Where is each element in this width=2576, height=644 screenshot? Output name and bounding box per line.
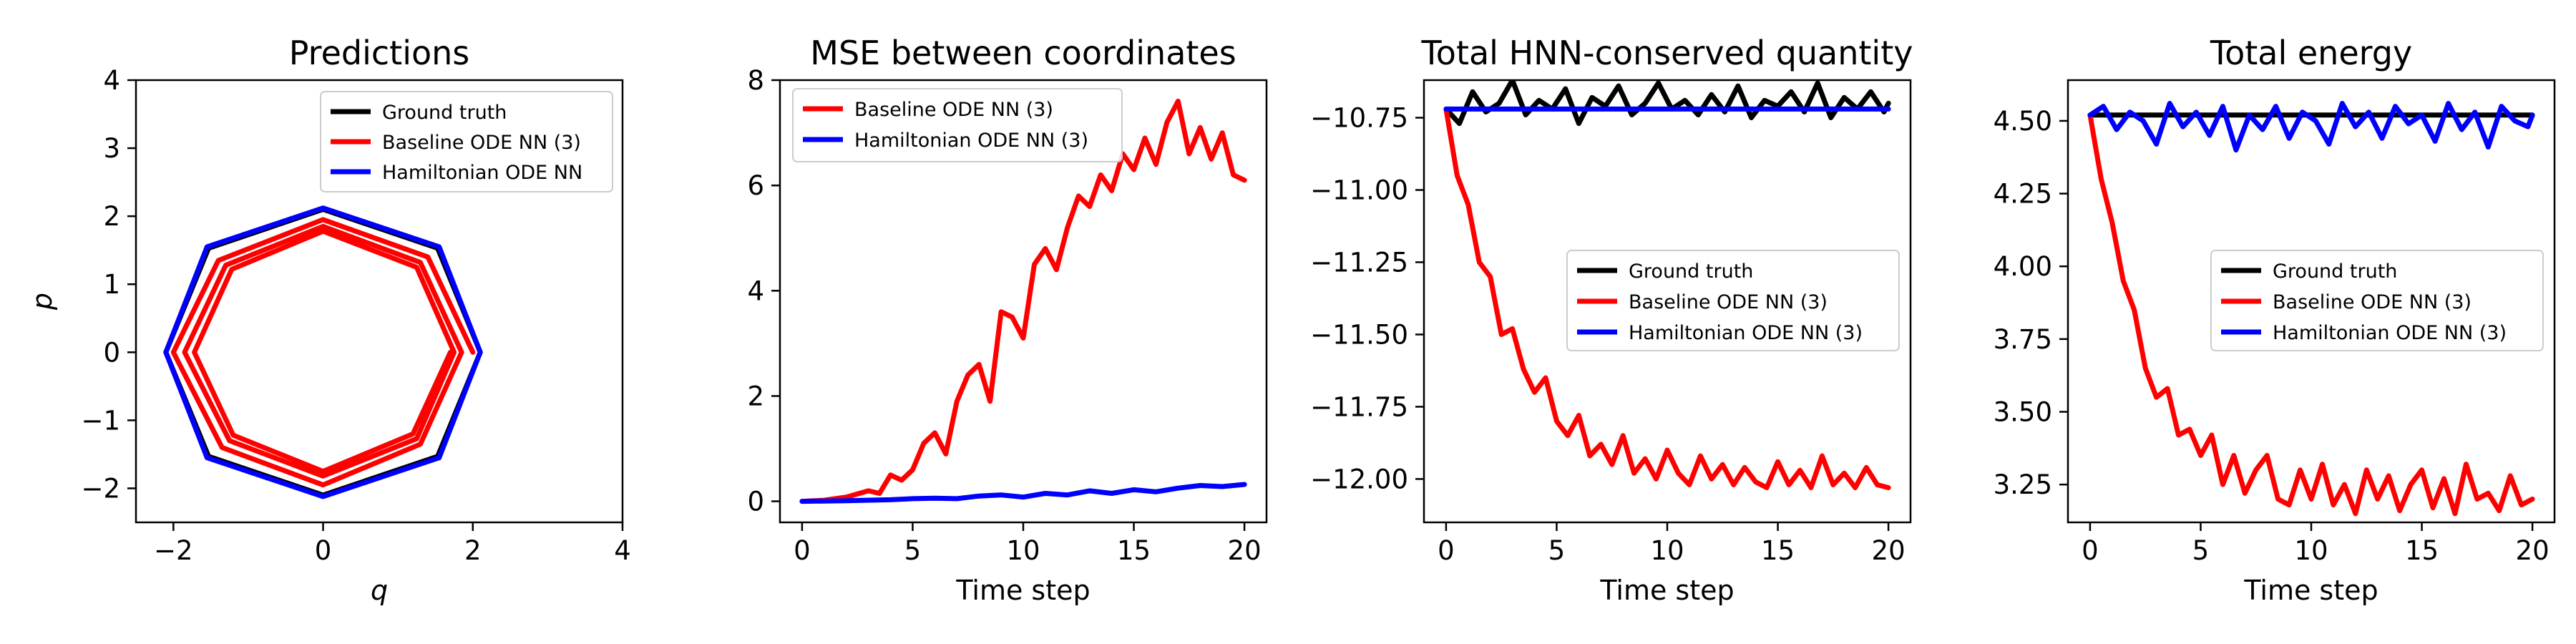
y-tick-label: 4 (103, 65, 120, 96)
chart-title: Predictions (289, 34, 469, 72)
y-tick-label: −11.00 (1310, 175, 1408, 205)
y-tick-label: −11.75 (1310, 391, 1408, 422)
legend-label: Baseline ODE NN (3) (2273, 291, 2472, 313)
y-tick-label: −11.50 (1310, 319, 1408, 350)
x-tick-label: 20 (1228, 535, 1262, 566)
chart-panel-1: −2 0 2 4 −2 −1 0 1 2 3 4 Predictions q p Ground truth B… (26, 34, 631, 606)
x-tick-label: 10 (1006, 535, 1040, 566)
legend-label: Baseline ODE NN (3) (854, 99, 1053, 121)
legend-box (2210, 250, 2544, 351)
legend-label: Ground truth (1629, 260, 1753, 283)
y-tick-label: 3.75 (1994, 324, 2052, 355)
legend-label: Ground truth (2273, 260, 2397, 283)
series-line-hamiltonian-ode-nn (163, 205, 483, 499)
legend-box (320, 91, 613, 192)
x-tick-label: 20 (2516, 535, 2550, 566)
legend-box (792, 88, 1123, 162)
x-tick-label: 4 (614, 535, 631, 566)
legend-label: Baseline ODE NN (3) (382, 132, 581, 154)
legend: Ground truth Baseline ODE NN (3) Hamiltoni… (2210, 250, 2544, 351)
series-line-hamiltonian-ode-nn-3 (799, 482, 1247, 504)
y-tick-label: 6 (747, 170, 764, 201)
legend-box (1566, 250, 1900, 351)
x-axis-label: Time step (2243, 575, 2378, 606)
series-line-baseline-ode-nn-3 (2087, 112, 2535, 517)
series-line-hamiltonian-ode-nn-3 (2087, 101, 2535, 153)
x-tick-label: 0 (794, 535, 811, 566)
y-tick-label: 0 (747, 487, 764, 517)
chart-panel-2: 0 5 10 15 20 0 2 4 6 8 MSE between coordinates Time… (747, 34, 1268, 606)
x-tick-label: 10 (1650, 535, 1684, 566)
legend-label: Ground truth (382, 102, 507, 124)
series-line-ground-truth (1443, 80, 1891, 127)
y-tick-label: −10.75 (1310, 103, 1408, 134)
y-tick-label: −11.25 (1310, 247, 1408, 278)
x-tick-label: −2 (154, 535, 193, 566)
x-tick-label: 15 (2405, 535, 2439, 566)
y-tick-label: −12.00 (1310, 464, 1408, 494)
x-tick-label: 0 (1438, 535, 1455, 566)
y-tick-label: 3.50 (1994, 397, 2052, 428)
x-axis-label: Time step (1599, 575, 1734, 606)
legend-label: Baseline ODE NN (3) (1629, 291, 1828, 313)
y-tick-label: 8 (747, 65, 764, 96)
legend: Baseline ODE NN (3) Hamiltonian ODE NN (3… (792, 88, 1123, 162)
x-tick-label: 0 (315, 535, 332, 566)
legend: Ground truth Baseline ODE NN (3) Hamiltoni… (1566, 250, 1900, 351)
x-axis-label: Time step (955, 575, 1090, 606)
chart-panel-4: 0 5 10 15 20 3.25 3.50 3.75 4.00 4.25 4.50 Total en… (1994, 34, 2556, 606)
x-tick-label: 0 (2082, 535, 2099, 566)
x-tick-label: 5 (904, 535, 922, 566)
y-tick-label: 4.00 (1994, 251, 2052, 282)
legend-label: Hamiltonian ODE NN (382, 162, 582, 184)
x-axis-label: q (371, 575, 388, 606)
x-tick-label: 2 (464, 535, 482, 566)
legend-label: Hamiltonian ODE NN (3) (1629, 322, 1863, 344)
series-line-ground-truth (163, 207, 483, 498)
y-tick-label: 2 (747, 381, 764, 411)
y-tick-label: 3.25 (1994, 469, 2052, 500)
x-tick-label: 10 (2294, 535, 2328, 566)
y-axis-label: p (26, 293, 58, 311)
chart-panel-3: 0 5 10 15 20 −12.00 −11.75 −11.50 −11.25 −11.00 −1… (1310, 34, 1913, 606)
plot-frame (135, 79, 624, 524)
series-group (163, 205, 483, 499)
chart-title: MSE between coordinates (810, 34, 1236, 72)
series-line-baseline-ode-nn-3 (799, 98, 1247, 504)
series-line-baseline-ode-nn-3 (170, 217, 476, 488)
y-tick-label: −1 (81, 405, 120, 436)
x-tick-label: 5 (2192, 535, 2210, 566)
x-tick-label: 20 (1872, 535, 1906, 566)
legend-label: Hamiltonian ODE NN (3) (854, 130, 1088, 152)
chart-title: Total HNN-conserved quantity (1421, 34, 1913, 72)
y-tick-label: −2 (81, 473, 120, 504)
legend-label: Hamiltonian ODE NN (3) (2273, 322, 2507, 344)
y-tick-label: 2 (103, 201, 120, 232)
x-tick-label: 15 (1117, 535, 1151, 566)
series-line-baseline-ode-nn-3 (1443, 106, 1891, 490)
y-tick-label: 4.25 (1994, 179, 2052, 210)
series-group (1443, 80, 1891, 490)
y-tick-label: 0 (103, 337, 120, 368)
y-tick-label: 3 (103, 133, 120, 164)
legend: Ground truth Baseline ODE NN (3) Hamiltoni… (320, 91, 613, 192)
chart-title: Total energy (2210, 34, 2412, 72)
y-tick-label: 4.50 (1994, 106, 2052, 137)
series-group (799, 98, 1247, 504)
x-tick-label: 5 (1548, 535, 1566, 566)
x-tick-label: 15 (1761, 535, 1795, 566)
y-tick-label: 1 (103, 269, 120, 300)
y-tick-label: 4 (747, 275, 764, 306)
series-group (2087, 101, 2535, 517)
